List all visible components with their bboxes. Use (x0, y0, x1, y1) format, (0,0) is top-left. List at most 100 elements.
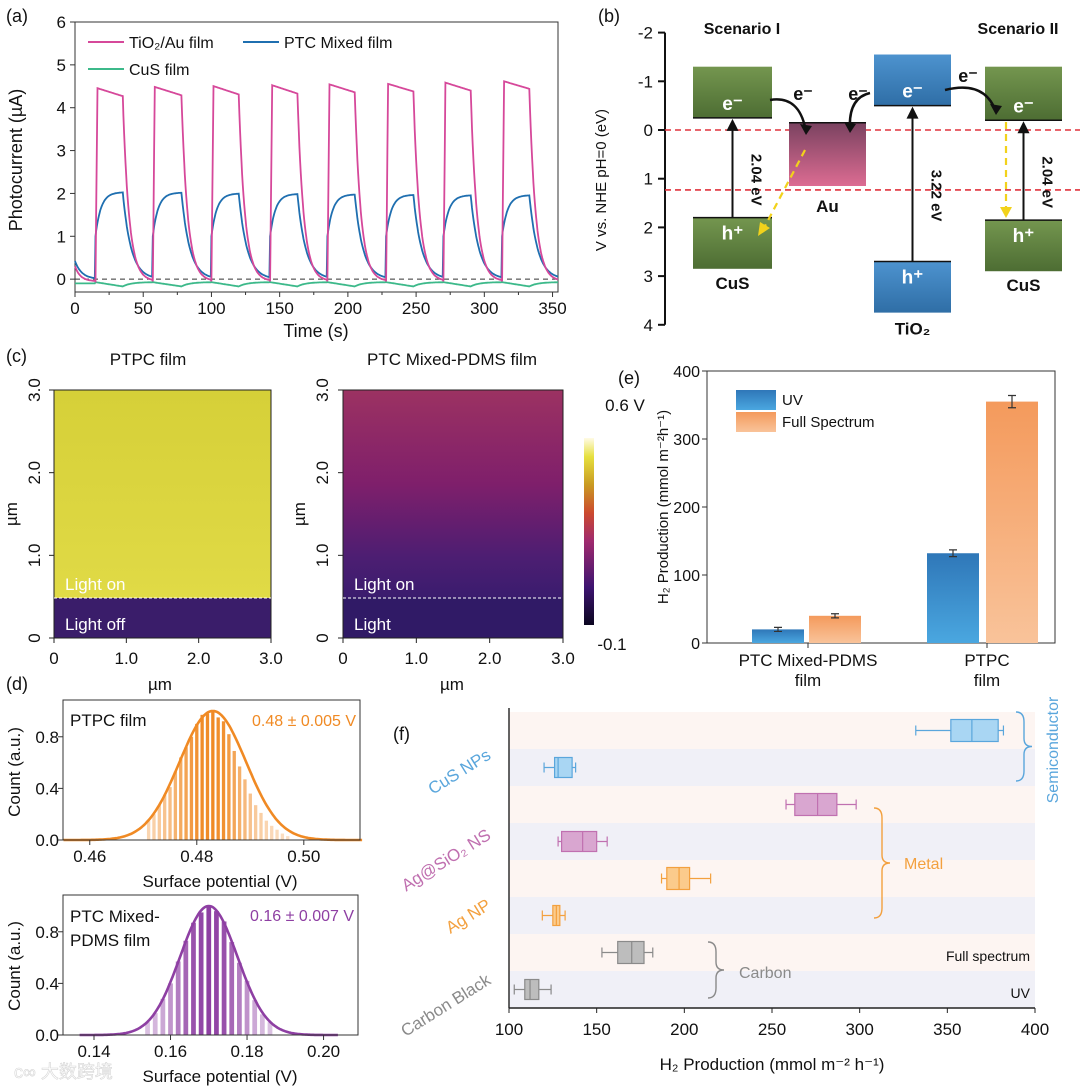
arrow-head-icon (1017, 121, 1030, 134)
x-tick-label: 0.14 (77, 1042, 110, 1061)
light-on-label: Light on (65, 575, 126, 594)
histogram-bar (253, 805, 258, 840)
histogram-bar (145, 1022, 150, 1035)
x-tick-label: 100 (197, 299, 225, 318)
x-tick-label: 2.0 (478, 649, 502, 668)
y-tick-label: 4 (644, 316, 653, 335)
panel-label-c: (c) (6, 346, 27, 366)
box-whisker (601, 947, 654, 958)
map-ptc-mixed-light-on-region (343, 390, 563, 598)
x-tick-label: 50 (134, 299, 153, 318)
y-tick-label: 5 (57, 56, 66, 75)
panel-label-f: (f) (393, 724, 410, 744)
map-title-ptc-mixed: PTC Mixed-PDMS film (367, 350, 537, 369)
x-tick-label: 350 (933, 1020, 961, 1039)
x-tick-label: 0 (70, 299, 79, 318)
valence-band-box (874, 261, 951, 313)
hole-label: h⁺ (722, 224, 744, 245)
histogram-bar (275, 829, 279, 840)
x-tick-label: 1.0 (405, 649, 429, 668)
y-tick-label: 0.4 (35, 974, 59, 993)
box-whisker (513, 984, 552, 995)
legend-swatch-uv (736, 390, 776, 410)
x-tick-label: 0.46 (73, 847, 106, 866)
histogram-bar (221, 721, 226, 840)
x-axis-label: H₂ Production (mmol m⁻² h⁻¹) (660, 1055, 885, 1074)
h2-production-bar-chart: H₂ Production (mmol m⁻²h⁻¹) UV Full Spec… (655, 364, 1056, 690)
box-uv (524, 978, 540, 1001)
x-tick-label: 0.48 (180, 847, 213, 866)
band-gap-label: 3.22 eV (928, 170, 945, 222)
x-tick-label: 150 (265, 299, 293, 318)
box-whisker (785, 799, 857, 810)
band-gap-label: 2.04 eV (1039, 156, 1056, 208)
y-tick-label: 300 (673, 432, 700, 449)
y-tick-label: 0 (25, 633, 44, 642)
group-label-carbon: Carbon (739, 965, 791, 982)
map-ptpc-light-on-region (54, 390, 271, 598)
row-band (509, 897, 1035, 934)
y-tick-label: 0.8 (35, 923, 59, 942)
material-label: CuS (716, 274, 750, 293)
light-off-label: Light off (65, 615, 125, 634)
colorbar-max-label: 0.6 V (605, 396, 645, 415)
legend-swatch-full-spectrum (736, 412, 776, 432)
histogram-bar (248, 793, 252, 840)
category-label: PTC Mixed-PDMS (739, 651, 878, 670)
box-whisker (541, 910, 566, 921)
group-label-semiconductor: Semiconductor (1045, 696, 1062, 803)
y-tick-label: 0.0 (35, 1026, 59, 1045)
histogram-annotation-ptc-mixed: 0.16 ± 0.007 V (250, 908, 354, 925)
histogram-bar (152, 814, 156, 840)
material-label: CuS (1007, 276, 1041, 295)
group-brace (873, 807, 891, 919)
x-tick-label: 0 (338, 649, 347, 668)
histogram-bar (175, 961, 181, 1035)
x-tick-label: 0.50 (287, 847, 320, 866)
box-uv (560, 830, 598, 853)
y-tick-label: 0.4 (35, 779, 59, 798)
histogram-bar (183, 940, 189, 1035)
arrow-head-icon (726, 118, 739, 131)
y-tick-label: 2 (57, 184, 66, 203)
category-label: film (974, 671, 1000, 690)
bar-uv (752, 629, 804, 643)
y-tick-label: -1 (638, 72, 653, 91)
histogram-label-ptc-mixed-line1: PTC Mixed- (70, 907, 160, 926)
row-band (509, 786, 1035, 823)
electron-label: e⁻ (902, 82, 923, 103)
legend-label-tio2-au: TiO₂/Au film (129, 35, 214, 52)
histogram-bar (259, 1014, 265, 1035)
h2-production-box-plot: H₂ Production (mmol m⁻² h⁻¹) Full spectr… (397, 696, 1062, 1074)
y-tick-label: 0 (313, 633, 332, 642)
map-title-ptpc: PTPC film (110, 350, 187, 369)
box-whisker (557, 836, 608, 847)
histogram-bar (216, 717, 220, 840)
colorbar (584, 438, 594, 625)
arrow-head-icon (800, 124, 812, 135)
electron-label: e⁻ (1013, 96, 1034, 117)
y-axis-label: Count (a.u.) (5, 921, 24, 1011)
y-tick-label: 3 (644, 267, 653, 286)
x-tick-label: 150 (582, 1020, 610, 1039)
error-bar (1008, 394, 1016, 409)
x-axis-label: µm (440, 675, 464, 694)
group-brace (707, 941, 725, 999)
scenario-2-label: Scenario II (978, 21, 1059, 38)
valence-band-box (693, 217, 772, 269)
box-full (794, 792, 838, 817)
row-band (509, 934, 1035, 971)
y-tick-label: 1 (57, 227, 66, 246)
arrow-head-icon (990, 104, 1002, 115)
row-band (509, 971, 1035, 1008)
kpfm-maps: PTPC film PTC Mixed-PDMS film Light on L… (2, 350, 646, 694)
x-tick-label: 400 (1021, 1020, 1049, 1039)
watermark-logo: ᴄ∞ 大数跨境 (14, 1062, 113, 1082)
map-ptpc-light-off-region (54, 598, 271, 638)
x-tick-label: 100 (495, 1020, 523, 1039)
y-tick-label: 4 (57, 99, 66, 118)
box-full (950, 718, 999, 743)
panel-label-b: (b) (598, 6, 620, 26)
legend-label-full-spectrum: Full Spectrum (782, 414, 875, 431)
y-tick-label: 2.0 (25, 461, 44, 485)
